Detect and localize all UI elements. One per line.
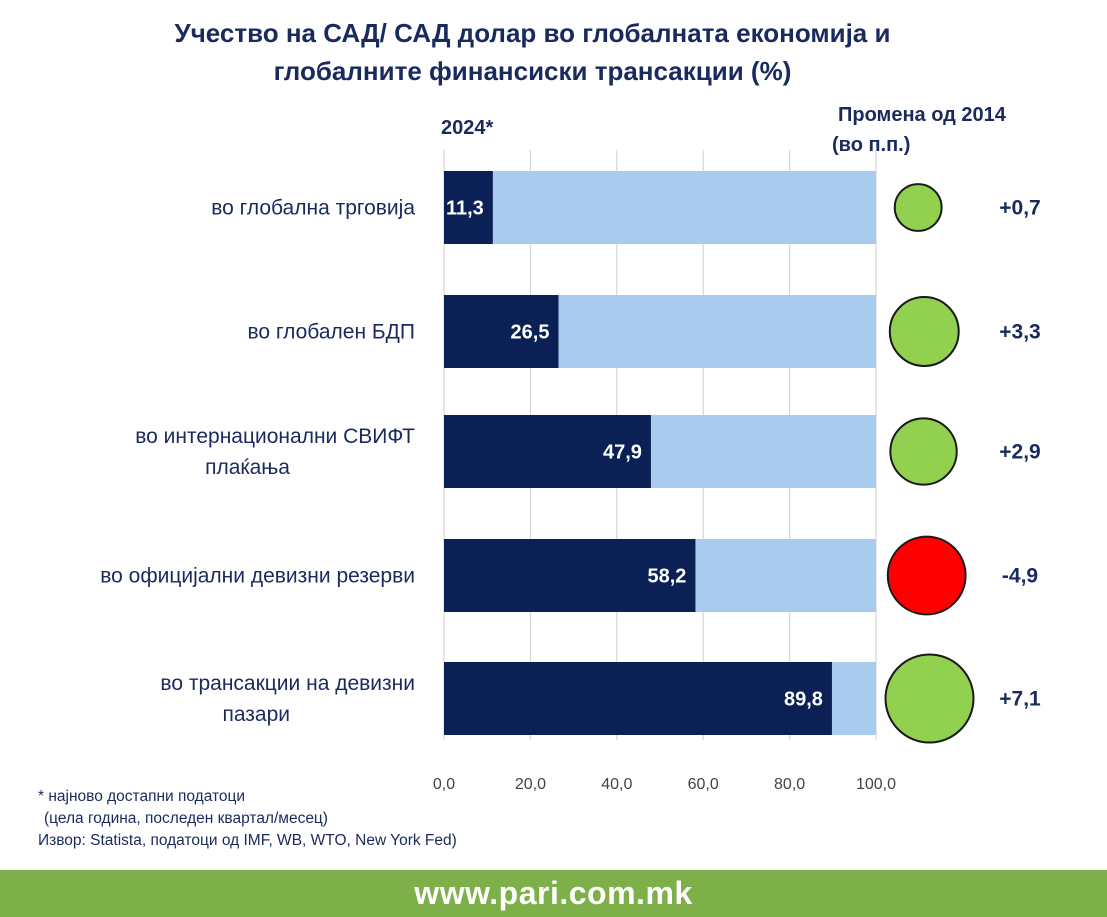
change-value-label: +7,1: [999, 688, 1041, 711]
x-tick-label: 80,0: [774, 776, 805, 793]
change-bubble: [893, 183, 943, 232]
share-bar: [444, 415, 651, 488]
category-label: пазари: [222, 703, 290, 726]
category-label: во глобална трговија: [211, 197, 415, 220]
footnote-latest-data: * најново достапни податоци: [38, 788, 246, 805]
bar-value-label: 26,5: [511, 322, 550, 344]
x-tick-label: 0,0: [433, 776, 455, 793]
remainder-bar: [444, 171, 876, 244]
change-header-line-2: (во п.п.): [832, 134, 911, 156]
x-axis-ticks: 0,0 20,0 40,0 60,0 80,0 100,0: [433, 776, 896, 793]
category-label: во глобален БДП: [248, 321, 416, 344]
category-labels: во глобална трговија во глобален БДП во ин…: [100, 197, 415, 727]
chart-title-line-2: глобалните финансиски трансакции (%): [273, 56, 792, 86]
category-label: во трансакции на девизни: [160, 672, 415, 695]
footnote-source: Извор: Statista, податоци од IMF, WB, WT…: [38, 832, 457, 849]
chart-title: Учество на САД/ САД долар во глобалната …: [0, 14, 1065, 90]
bar-value-label: 11,3: [446, 198, 484, 220]
category-label: во официјални девизни резерви: [100, 565, 415, 588]
change-bubble: [889, 417, 958, 486]
x-tick-label: 100,0: [856, 776, 896, 793]
bar-chart: 11,3 26,5 47,9 58,2 89,8 во глобална трговиј…: [100, 150, 1041, 793]
category-label: во интернационални СВИФТ: [135, 425, 415, 448]
change-column-header: Промена од 2014 (во п.п.): [832, 100, 1052, 160]
change-value-label: +0,7: [999, 197, 1040, 220]
chart-title-line-1: Учество на САД/ САД долар во глобалната …: [174, 18, 891, 48]
share-bar: [444, 295, 559, 368]
bar-value-label: 89,8: [784, 689, 823, 711]
x-tick-label: 40,0: [601, 776, 632, 793]
bars: 11,3 26,5 47,9 58,2 89,8: [444, 171, 876, 735]
x-tick-label: 20,0: [515, 776, 546, 793]
change-bubble: [888, 296, 960, 367]
change-value-label: +3,3: [999, 321, 1040, 344]
category-label: плаќања: [205, 456, 290, 479]
share-bar: [444, 539, 696, 612]
change-value-label: -4,9: [1002, 565, 1038, 588]
bar-value-label: 47,9: [603, 442, 642, 464]
x-tick-label: 60,0: [688, 776, 719, 793]
change-bubble: [884, 653, 975, 744]
share-bar: [444, 662, 832, 735]
change-bubbles: +0,7 +3,3 +2,9 -4,9 +7,1: [884, 183, 1041, 744]
bar-value-label: 58,2: [647, 566, 686, 588]
footnotes: * најново достапни податоци (цела година…: [38, 786, 457, 852]
year-label: 2024*: [441, 117, 494, 139]
change-bubble: [886, 535, 967, 616]
change-value-label: +2,9: [999, 441, 1040, 464]
change-header-line-1: Промена од 2014: [838, 104, 1006, 126]
footer-url-banner: www.pari.com.mk: [0, 870, 1107, 917]
share-bar: [444, 171, 493, 244]
footnote-period: (цела година, последен квартал/месец): [44, 810, 328, 827]
